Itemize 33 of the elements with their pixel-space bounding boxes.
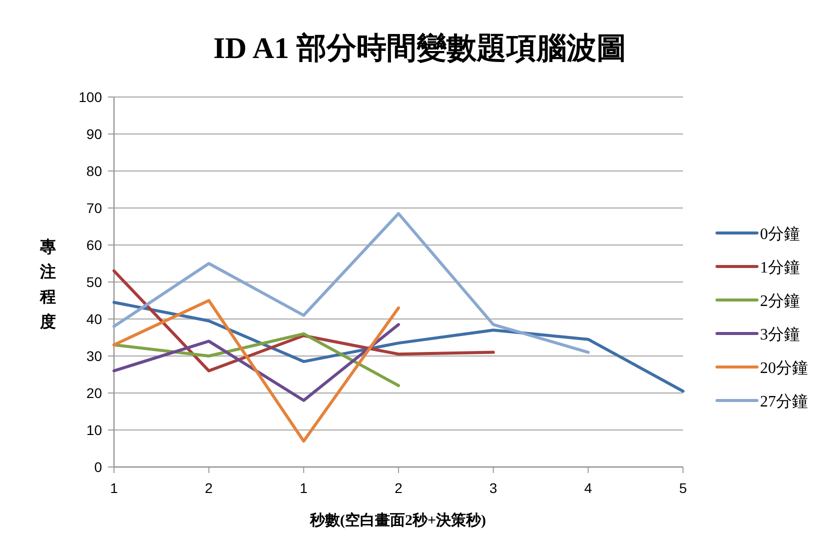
x-tick-label: 3	[489, 480, 498, 496]
y-tick-label: 10	[86, 422, 102, 438]
line-series	[112, 300, 684, 393]
y-tick-label: 20	[86, 385, 102, 401]
legend-label: 1分鐘	[760, 260, 800, 276]
x-tick-label: 1	[300, 480, 308, 496]
line-series	[112, 299, 400, 443]
line-series	[112, 332, 400, 388]
y-tick-label: 0	[94, 459, 102, 475]
y-tick-label: 50	[86, 274, 102, 290]
y-tick-label: 30	[86, 348, 102, 364]
legend-label: 2分鐘	[760, 293, 800, 310]
legend-label: 0分鐘	[760, 226, 800, 243]
x-tick-label: 5	[679, 480, 688, 496]
y-tick-label: 60	[86, 237, 102, 253]
line-series	[112, 212, 590, 354]
legend-label: 27分鐘	[760, 394, 808, 410]
legend-label: 20分鐘	[760, 360, 808, 377]
line-series	[112, 323, 400, 402]
y-tick-label: 100	[78, 89, 102, 105]
y-tick-label: 40	[86, 311, 102, 327]
y-axis-title: 專注程度	[39, 238, 56, 331]
y-tick-label: 70	[86, 200, 102, 216]
x-tick-label: 1	[110, 480, 118, 496]
x-tick-label: 4	[584, 480, 592, 496]
line-series	[112, 269, 495, 372]
x-tick-label: 2	[204, 480, 213, 496]
x-axis-title: 秒數(空白畫面2秒+決策秒)	[308, 511, 486, 529]
chart-title: ID A1 部分時間變數題項腦波圖	[213, 31, 627, 65]
x-tick-label: 2	[394, 480, 403, 496]
y-tick-label: 90	[86, 126, 102, 142]
y-tick-label: 80	[86, 163, 102, 179]
legend-label: 3分鐘	[760, 326, 800, 344]
